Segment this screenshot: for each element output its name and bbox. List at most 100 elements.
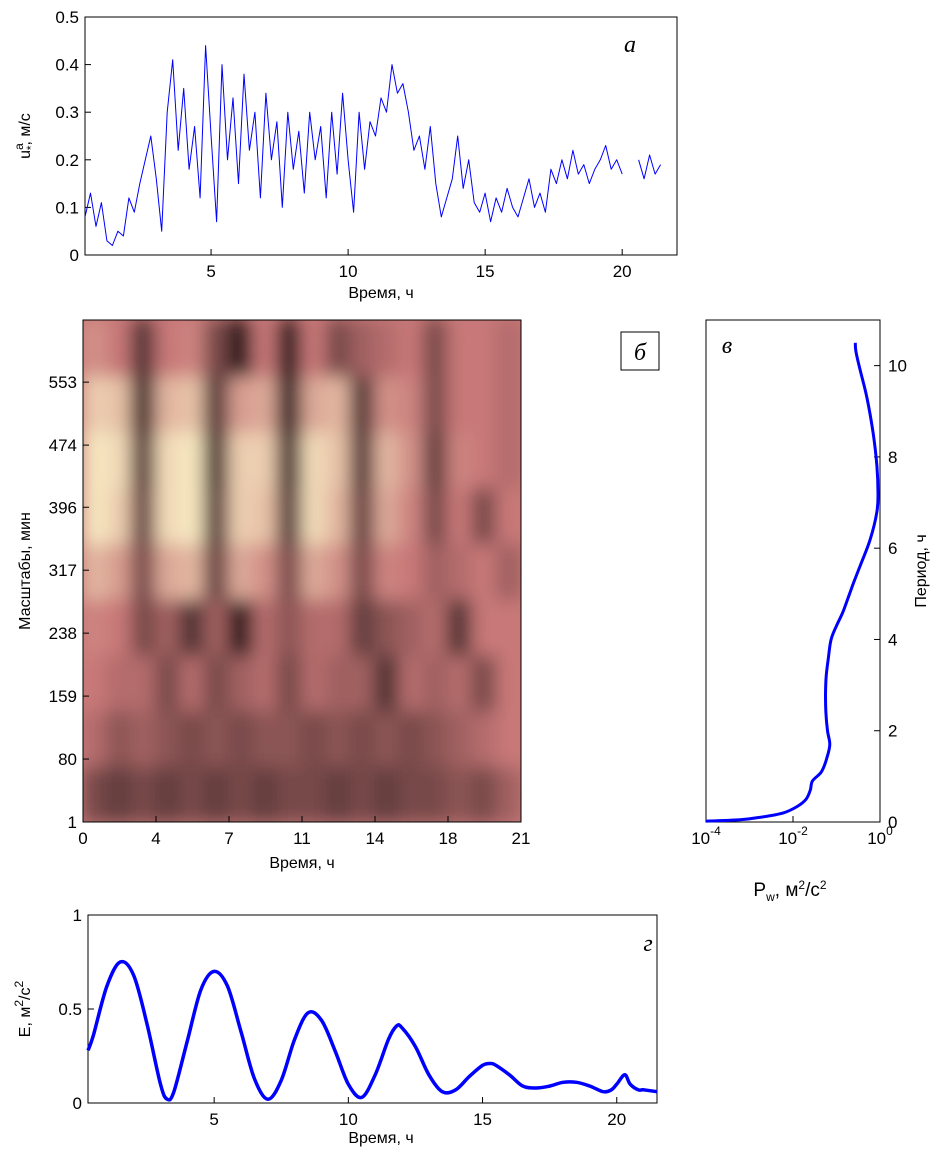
heatmap-cell bbox=[495, 486, 521, 545]
heatmap-cell bbox=[252, 597, 279, 656]
tick-text: 10 bbox=[867, 829, 886, 848]
heatmap-cell bbox=[130, 597, 157, 656]
label-part: /с bbox=[17, 987, 34, 999]
heatmap-cell bbox=[301, 320, 328, 377]
heatmap-cell bbox=[155, 765, 182, 822]
x-tick-label: 20 bbox=[613, 262, 632, 281]
heatmap-cell bbox=[252, 430, 279, 489]
heatmap-cell bbox=[422, 765, 449, 822]
x-tick-label: 5 bbox=[209, 1110, 218, 1129]
axis-label: Время, ч bbox=[269, 855, 334, 872]
y-tick-label: 2 bbox=[888, 722, 897, 741]
heatmap-cell bbox=[252, 374, 279, 433]
heatmap-cell bbox=[495, 653, 521, 712]
heatmap-cell bbox=[276, 374, 303, 433]
heatmap-cell bbox=[495, 765, 521, 822]
heatmap-cell bbox=[398, 486, 425, 545]
label-part: Время, ч bbox=[269, 855, 334, 872]
heatmap-cell bbox=[203, 542, 230, 600]
tick-text: 18 bbox=[439, 829, 458, 848]
heatmap-cell bbox=[106, 653, 133, 712]
heatmap-cell bbox=[422, 374, 449, 433]
tick-text: 10 bbox=[691, 829, 710, 848]
heatmap-cell bbox=[422, 320, 449, 377]
heatmap-cell bbox=[374, 542, 401, 600]
heatmap-cell bbox=[179, 374, 206, 433]
x-tick-label: 4 bbox=[151, 829, 160, 848]
heatmap-cell bbox=[471, 542, 498, 600]
x-tick-label: 20 bbox=[607, 1110, 626, 1129]
heatmap-cell bbox=[349, 430, 376, 489]
heatmap-cell bbox=[325, 320, 352, 377]
heatmap-cell bbox=[252, 765, 279, 822]
heatmap-cell bbox=[471, 486, 498, 545]
heatmap-cell bbox=[83, 320, 109, 377]
heatmap-cell bbox=[106, 320, 133, 377]
heatmap-cell bbox=[228, 653, 255, 712]
heatmap-cell bbox=[130, 709, 157, 768]
heatmap-cell bbox=[130, 653, 157, 712]
panel-label: в bbox=[722, 333, 732, 359]
heatmap-cell bbox=[155, 653, 182, 712]
heatmap-cell bbox=[228, 374, 255, 433]
heatmap-cell bbox=[495, 542, 521, 600]
heatmap-cell bbox=[155, 320, 182, 377]
y-tick-label: 1 bbox=[68, 813, 77, 832]
heatmap-cell bbox=[398, 709, 425, 768]
y-tick-label: 0.3 bbox=[55, 103, 79, 122]
heatmap-cell bbox=[106, 374, 133, 433]
heatmap-cell bbox=[179, 486, 206, 545]
heatmap-cell bbox=[228, 597, 255, 656]
x-tick-label: 14 bbox=[366, 829, 385, 848]
label-part: 2 bbox=[820, 878, 827, 892]
heatmap-cell bbox=[106, 709, 133, 768]
y-tick-label: 8 bbox=[888, 448, 897, 467]
heatmap-cell bbox=[276, 653, 303, 712]
heatmap-cell bbox=[495, 430, 521, 489]
heatmap-cell bbox=[398, 374, 425, 433]
heatmap-cell bbox=[106, 486, 133, 545]
heatmap-cell bbox=[349, 765, 376, 822]
heatmap-cell bbox=[276, 597, 303, 656]
data-line bbox=[705, 342, 880, 823]
heatmap-cell bbox=[203, 709, 230, 768]
heatmap-cell bbox=[471, 597, 498, 656]
x-tick-label: 10 bbox=[339, 1110, 358, 1129]
heatmap-cell bbox=[155, 486, 182, 545]
heatmap-cell bbox=[228, 765, 255, 822]
heatmap-cell bbox=[106, 597, 133, 656]
label-part: * bbox=[24, 145, 38, 150]
tick-text: 20 bbox=[607, 1110, 626, 1129]
heatmap-cell bbox=[276, 765, 303, 822]
heatmap-cell bbox=[325, 486, 352, 545]
heatmap-cell bbox=[301, 374, 328, 433]
heatmap-cell bbox=[495, 597, 521, 656]
axes-frame bbox=[84, 16, 678, 256]
label-part: u bbox=[17, 150, 34, 159]
y-tick-label: 317 bbox=[49, 561, 77, 580]
heatmap-cell bbox=[155, 709, 182, 768]
heatmap-cell bbox=[325, 542, 352, 600]
heatmap-cell bbox=[228, 542, 255, 600]
heatmap-cell bbox=[130, 320, 157, 377]
heatmap-cell bbox=[106, 765, 133, 822]
heatmap-cell bbox=[447, 542, 474, 600]
tick-text: 20 bbox=[613, 262, 632, 281]
heatmap-cell bbox=[130, 486, 157, 545]
heatmap-cell bbox=[471, 653, 498, 712]
heatmap-cell bbox=[374, 597, 401, 656]
panel-label-box bbox=[620, 331, 660, 371]
label-part: a bbox=[12, 143, 26, 150]
tick-text: 7 bbox=[224, 829, 233, 848]
heatmap-cell bbox=[325, 709, 352, 768]
y-tick-label: 6 bbox=[888, 539, 897, 558]
heatmap-cell bbox=[106, 542, 133, 600]
heatmap-cell bbox=[203, 653, 230, 712]
heatmap-cell bbox=[374, 320, 401, 377]
heatmap-cell bbox=[179, 597, 206, 656]
x-tick-label: 5 bbox=[206, 262, 215, 281]
tick-text: 4 bbox=[151, 829, 160, 848]
heatmap-cell bbox=[276, 709, 303, 768]
heatmap-cell bbox=[203, 597, 230, 656]
